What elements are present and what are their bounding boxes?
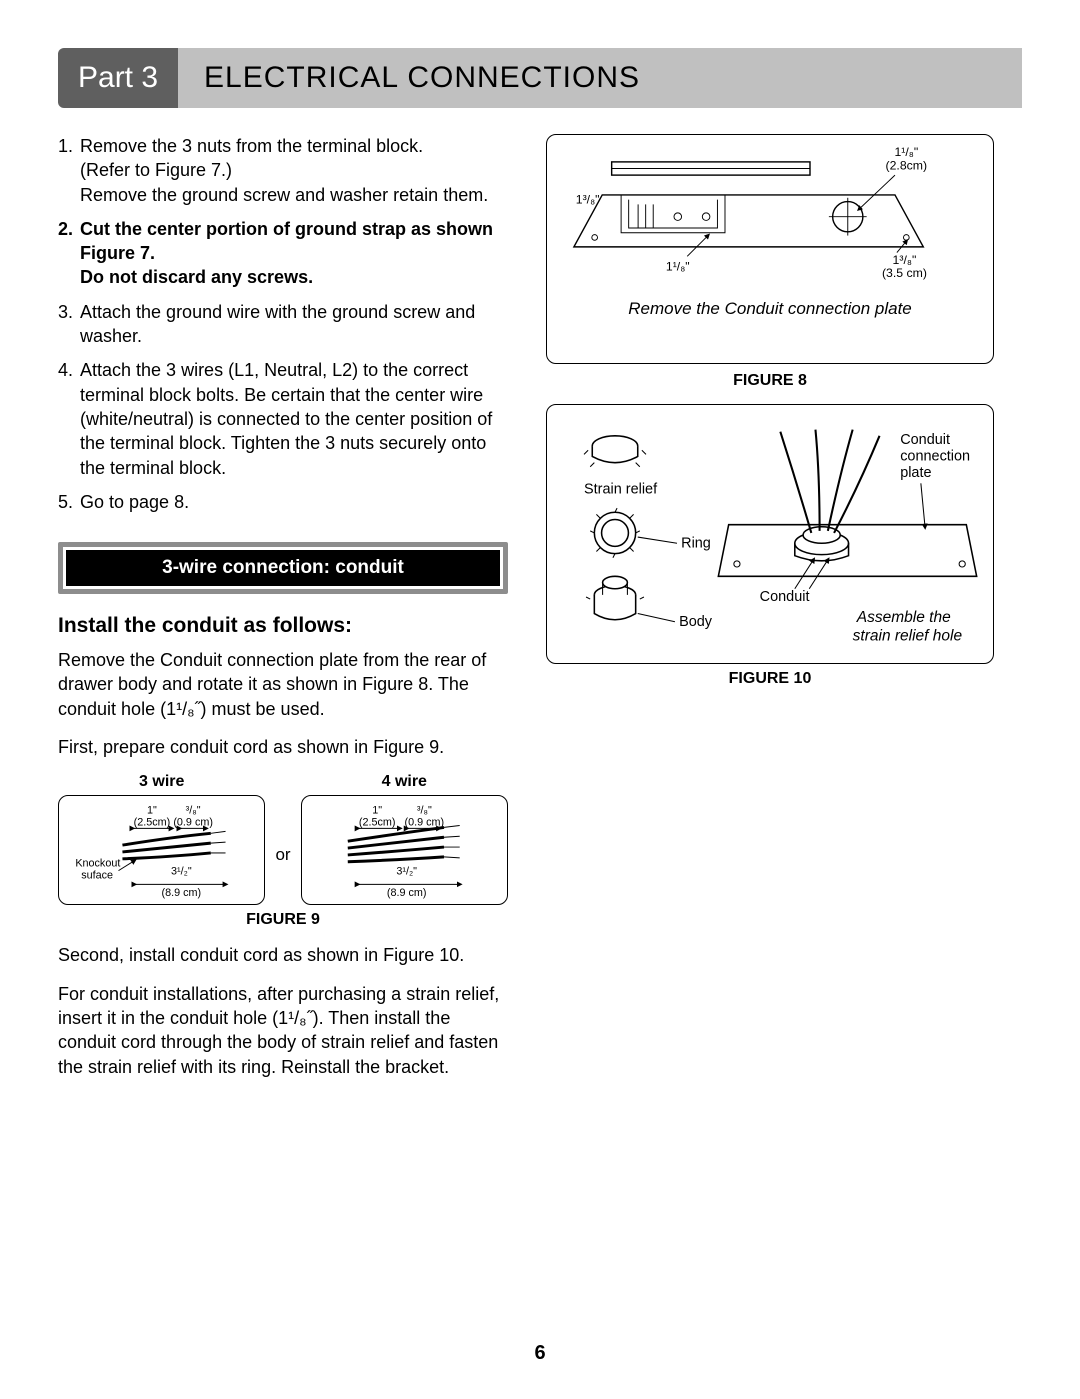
dim-label: 1¹/₈" (894, 145, 918, 159)
dim-label: 1³/₈" (893, 253, 917, 267)
step-text: Go to page 8. (80, 490, 508, 514)
step-text: Attach the 3 wires (L1, Neutral, L2) to … (80, 358, 508, 479)
step-item: 1.Remove the 3 nuts from the terminal bl… (58, 134, 508, 207)
figure-9-row: 3 wire 1" (2.5cm) ³/₈" (0.9 cm) (58, 773, 508, 905)
figure-9-caption: FIGURE 9 (58, 911, 508, 929)
dim-label: (2.5cm) (134, 817, 171, 829)
paragraph: Second, install conduit cord as shown in… (58, 943, 508, 967)
step-number: 1. (58, 134, 80, 207)
right-column: 1¹/₈" (2.8cm) 1³/₈" 1¹/₈" 1³/₈" (3.5 cm)… (546, 134, 994, 1093)
figure-10-caption: FIGURE 10 (546, 670, 994, 688)
section-header: Part 3 ELECTRICAL CONNECTIONS (58, 48, 1022, 108)
body-label: Body (679, 614, 713, 630)
dim-label: (3.5 cm) (882, 266, 927, 280)
plate-label: plate (900, 465, 931, 481)
dim-label: 1³/₈" (576, 192, 600, 206)
step-number: 3. (58, 300, 80, 349)
assemble-caption: strain relief hole (853, 627, 963, 644)
dim-label: 3¹/₂" (171, 866, 192, 878)
conduit-label: Conduit (760, 589, 810, 605)
or-text: or (275, 845, 290, 905)
section-title: ELECTRICAL CONNECTIONS (178, 48, 1022, 108)
paragraph: For conduit installations, after purchas… (58, 982, 508, 1079)
assemble-caption: Assemble the (856, 609, 951, 626)
left-column: 1.Remove the 3 nuts from the terminal bl… (58, 134, 508, 1093)
knockout-label: suface (81, 870, 113, 882)
content-columns: 1.Remove the 3 nuts from the terminal bl… (58, 134, 1022, 1093)
paragraph: First, prepare conduit cord as shown in … (58, 735, 508, 759)
dim-label: (0.9 cm) (404, 817, 444, 829)
step-item: 5.Go to page 8. (58, 490, 508, 514)
page-number: 6 (0, 1342, 1080, 1365)
figure-8-box: 1¹/₈" (2.8cm) 1³/₈" 1¹/₈" 1³/₈" (3.5 cm)… (546, 134, 994, 364)
page: Part 3 ELECTRICAL CONNECTIONS 1.Remove t… (0, 0, 1080, 1123)
step-text: Attach the ground wire with the ground s… (80, 300, 508, 349)
dim-label: (2.8cm) (886, 158, 928, 172)
wire-4-diagram: 1" (2.5cm) ³/₈" (0.9 cm) (301, 795, 508, 905)
banner: 3-wire connection: conduit (58, 542, 508, 594)
figure-8-caption: FIGURE 8 (546, 372, 994, 390)
wire-3-col: 3 wire 1" (2.5cm) ³/₈" (0.9 cm) (58, 773, 265, 905)
wire-4-col: 4 wire 1" (2.5cm) ³/₈" (0.9 cm) (301, 773, 508, 905)
dim-label: (8.9 cm) (386, 887, 426, 899)
step-number: 5. (58, 490, 80, 514)
dim-label: ³/₈" (186, 805, 201, 817)
subheading: Install the conduit as follows: (58, 614, 508, 638)
step-text: Cut the center portion of ground strap a… (80, 217, 508, 290)
plate-label: connection (900, 449, 970, 465)
dim-label: ³/₈" (416, 805, 431, 817)
step-text: Remove the 3 nuts from the terminal bloc… (80, 134, 508, 207)
wire-3-label: 3 wire (58, 773, 265, 791)
paragraph: Remove the Conduit connection plate from… (58, 648, 508, 721)
dim-label: 1¹/₈" (666, 259, 690, 273)
dim-label: 1" (147, 805, 157, 817)
step-number: 2. (58, 217, 80, 290)
banner-text: 3-wire connection: conduit (66, 550, 500, 586)
knockout-label: Knockout (75, 858, 120, 870)
wire-3-diagram: 1" (2.5cm) ³/₈" (0.9 cm) (58, 795, 265, 905)
dim-label: (0.9 cm) (173, 817, 213, 829)
dim-label: 1" (372, 805, 382, 817)
wire-4-label: 4 wire (301, 773, 508, 791)
step-item: 3.Attach the ground wire with the ground… (58, 300, 508, 349)
dim-label: 3¹/₂" (396, 866, 417, 878)
dim-label: (2.5cm) (358, 817, 395, 829)
strain-relief-label: Strain relief (584, 482, 658, 498)
step-list: 1.Remove the 3 nuts from the terminal bl… (58, 134, 508, 514)
step-number: 4. (58, 358, 80, 479)
part-label: Part 3 (58, 48, 178, 108)
step-item: 4.Attach the 3 wires (L1, Neutral, L2) t… (58, 358, 508, 479)
dim-label: (8.9 cm) (162, 887, 202, 899)
plate-label: Conduit (900, 432, 950, 448)
step-item: 2.Cut the center portion of ground strap… (58, 217, 508, 290)
ring-label: Ring (681, 535, 711, 551)
figure-10-box: Strain relief Ring Body (546, 404, 994, 664)
